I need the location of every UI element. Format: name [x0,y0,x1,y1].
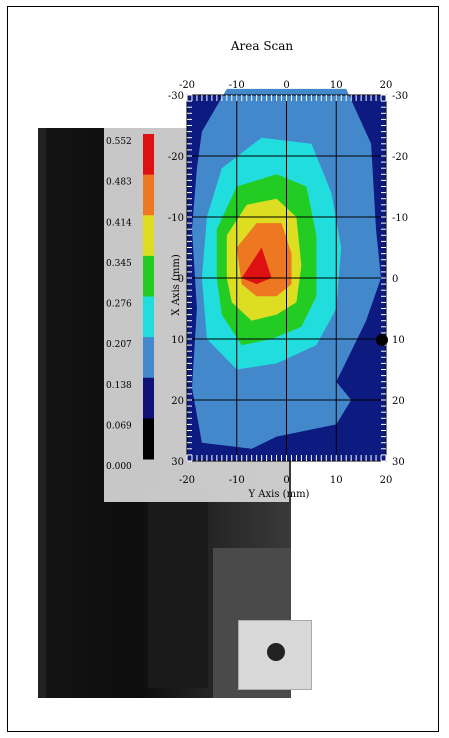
colorbar: 0.552 0.483 0.414 0.345 0.276 0.207 0.138 0.069… [106,134,154,472]
marker-dot [376,334,388,346]
tick-layer [186,94,387,462]
contour-region-5 [241,247,272,285]
plot-area [186,88,387,462]
colorbar-swatch-1 [143,174,154,216]
y-tick-right-4: 10 [392,335,405,346]
photo-edge-strip [38,128,46,698]
colorbar-tick-5: 0.207 [106,340,132,350]
colorbar-tick-2: 0.414 [106,218,132,228]
x-tick-top-2: 0 [283,80,289,91]
x-tick-top-1: -10 [229,80,245,91]
colorbar-swatch-6 [143,377,154,419]
colorbar-swatch-5 [143,337,154,379]
colorbar-swatch-0 [143,134,154,176]
x-tick-bottom-1: -10 [229,475,245,486]
colorbar-swatch-4 [143,296,154,338]
colorbar-tick-3: 0.345 [106,259,132,269]
pad-hole [267,643,285,661]
y-tick-left-1: -20 [168,152,184,163]
colorbar-tick-6: 0.138 [106,381,132,391]
colorbar-swatch-3 [143,255,154,297]
y-tick-right-0: -30 [392,91,408,102]
phone-pad [238,620,312,690]
y-tick-right-2: -10 [392,213,408,224]
colorbar-tick-4: 0.276 [106,300,132,310]
colorbar-tick-0: 0.552 [106,137,132,147]
colorbar-tick-8: 0.000 [106,462,132,472]
y-tick-left-2: -10 [168,213,184,224]
colorbar-tick-7: 0.069 [106,421,132,431]
y-tick-right-3: 0 [392,274,398,285]
y-tick-left-5: 20 [171,396,184,407]
y-tick-left-3: 0 [178,274,184,285]
y-axis-label: X Axis (mm) [171,254,182,316]
photo-band [148,488,208,688]
y-tick-right-6: 30 [392,457,405,468]
x-tick-bottom-4: 20 [380,475,393,486]
x-tick-bottom-2: 0 [283,475,289,486]
x-axis-label: Y Axis (mm) [248,489,310,500]
y-tick-right-5: 20 [392,396,405,407]
x-tick-top-4: 20 [380,80,393,91]
x-tick-top-3: 10 [330,80,343,91]
x-tick-bottom-0: -20 [179,475,195,486]
x-tick-bottom-3: 10 [330,475,343,486]
y-tick-right-1: -20 [392,152,408,163]
colorbar-swatch-7 [143,418,154,460]
x-tick-top-0: -20 [179,80,195,91]
colorbar-tick-1: 0.483 [106,178,132,188]
y-tick-left-4: 10 [171,335,184,346]
colorbar-swatch-2 [143,215,154,257]
y-tick-left-0: -30 [168,91,184,102]
chart-title: Area Scan [230,39,294,53]
y-tick-left-6: 30 [171,457,184,468]
